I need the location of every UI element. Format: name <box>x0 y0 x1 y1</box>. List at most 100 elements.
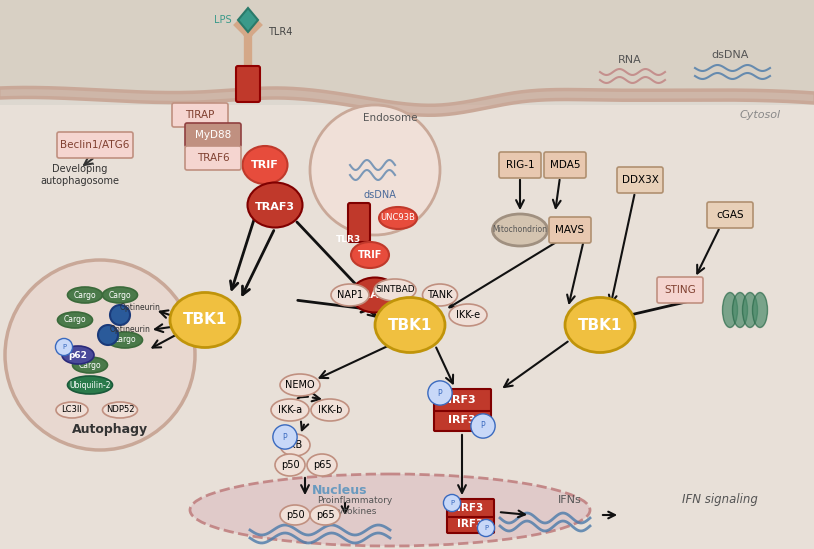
Ellipse shape <box>351 242 389 268</box>
FancyBboxPatch shape <box>0 0 814 100</box>
Ellipse shape <box>103 402 138 418</box>
Text: IKK-b: IKK-b <box>317 405 342 415</box>
FancyBboxPatch shape <box>549 217 591 243</box>
Text: TRAF6: TRAF6 <box>197 153 230 163</box>
Ellipse shape <box>492 214 548 246</box>
PathPatch shape <box>0 0 814 105</box>
Ellipse shape <box>103 287 138 303</box>
FancyBboxPatch shape <box>434 409 491 431</box>
FancyBboxPatch shape <box>185 146 241 170</box>
Text: Cargo: Cargo <box>114 335 136 345</box>
Text: TRAF3: TRAF3 <box>255 202 295 212</box>
Ellipse shape <box>247 182 303 227</box>
Text: IRF3: IRF3 <box>457 503 484 513</box>
Text: IkB: IkB <box>287 440 303 450</box>
Text: Developing
autophagosome: Developing autophagosome <box>41 164 120 186</box>
Ellipse shape <box>374 279 416 301</box>
Ellipse shape <box>58 312 93 328</box>
Text: IKK-a: IKK-a <box>278 405 302 415</box>
Ellipse shape <box>271 399 309 421</box>
Text: P: P <box>484 525 488 531</box>
Ellipse shape <box>723 293 737 328</box>
Ellipse shape <box>62 346 94 364</box>
Text: TRIF: TRIF <box>358 250 383 260</box>
Text: Optineurin: Optineurin <box>120 304 160 312</box>
Text: Proinflammatory
cytokines: Proinflammatory cytokines <box>317 496 392 516</box>
Ellipse shape <box>190 474 590 546</box>
FancyBboxPatch shape <box>185 123 241 147</box>
Ellipse shape <box>170 293 240 348</box>
Ellipse shape <box>310 505 340 525</box>
Text: TIRAP: TIRAP <box>186 110 215 120</box>
Ellipse shape <box>742 293 758 328</box>
Ellipse shape <box>449 304 487 326</box>
Ellipse shape <box>331 284 369 306</box>
Circle shape <box>98 325 118 345</box>
Text: Cargo: Cargo <box>74 290 96 300</box>
Ellipse shape <box>243 146 287 184</box>
Ellipse shape <box>275 454 305 476</box>
Ellipse shape <box>56 402 88 418</box>
FancyBboxPatch shape <box>57 132 133 158</box>
Text: p65: p65 <box>316 510 335 520</box>
Ellipse shape <box>351 277 399 312</box>
Text: p50: p50 <box>286 510 304 520</box>
Text: IKK-e: IKK-e <box>456 310 480 320</box>
Text: TBK1: TBK1 <box>387 317 432 333</box>
Polygon shape <box>238 8 258 32</box>
Text: IRF3: IRF3 <box>449 415 476 425</box>
Ellipse shape <box>280 434 310 456</box>
Ellipse shape <box>752 293 768 328</box>
Text: TRAF3: TRAF3 <box>355 290 395 300</box>
Text: IFNs: IFNs <box>558 495 582 505</box>
FancyBboxPatch shape <box>172 103 228 127</box>
Text: LC3II: LC3II <box>62 406 82 414</box>
Text: Cargo: Cargo <box>63 316 86 324</box>
Ellipse shape <box>68 376 112 394</box>
Text: DDX3X: DDX3X <box>622 175 659 185</box>
FancyBboxPatch shape <box>236 66 260 102</box>
Ellipse shape <box>68 287 103 303</box>
Text: Beclin1/ATG6: Beclin1/ATG6 <box>60 140 129 150</box>
Text: NEMO: NEMO <box>285 380 315 390</box>
Text: Endosome: Endosome <box>363 113 418 123</box>
Text: MyD88: MyD88 <box>195 130 231 140</box>
Circle shape <box>110 305 130 325</box>
Text: NDP52: NDP52 <box>106 406 134 414</box>
Text: TBK1: TBK1 <box>578 317 622 333</box>
Text: P: P <box>62 344 66 350</box>
Text: P: P <box>438 389 442 397</box>
Text: TRIF: TRIF <box>252 160 279 170</box>
Text: Mitochondrion: Mitochondrion <box>492 226 548 234</box>
Text: UNC93B: UNC93B <box>381 214 415 222</box>
Text: dsDNA: dsDNA <box>364 190 396 200</box>
Text: RIG-1: RIG-1 <box>505 160 534 170</box>
Ellipse shape <box>107 332 142 348</box>
Text: MDA5: MDA5 <box>549 160 580 170</box>
Text: MAVS: MAVS <box>555 225 584 235</box>
FancyBboxPatch shape <box>617 167 663 193</box>
Ellipse shape <box>72 357 107 373</box>
Circle shape <box>310 105 440 235</box>
Ellipse shape <box>280 505 310 525</box>
Text: RNA: RNA <box>618 55 642 65</box>
Ellipse shape <box>379 207 417 229</box>
FancyBboxPatch shape <box>657 277 703 303</box>
FancyBboxPatch shape <box>707 202 753 228</box>
Text: P: P <box>282 433 287 441</box>
Text: TANK: TANK <box>427 290 453 300</box>
Text: Cargo: Cargo <box>79 361 101 369</box>
Text: SINTBAD: SINTBAD <box>375 285 415 294</box>
Text: NAP1: NAP1 <box>337 290 363 300</box>
Ellipse shape <box>307 454 337 476</box>
Text: TLR3: TLR3 <box>335 236 361 244</box>
Text: Nucleus: Nucleus <box>313 484 368 496</box>
Text: p62: p62 <box>68 350 87 360</box>
Text: LPS: LPS <box>214 15 232 25</box>
FancyBboxPatch shape <box>499 152 541 178</box>
Ellipse shape <box>733 293 747 328</box>
Text: Ubiquilin-2: Ubiquilin-2 <box>69 380 111 389</box>
FancyBboxPatch shape <box>544 152 586 178</box>
Text: Optineurin: Optineurin <box>110 326 151 334</box>
Text: STING: STING <box>664 285 696 295</box>
